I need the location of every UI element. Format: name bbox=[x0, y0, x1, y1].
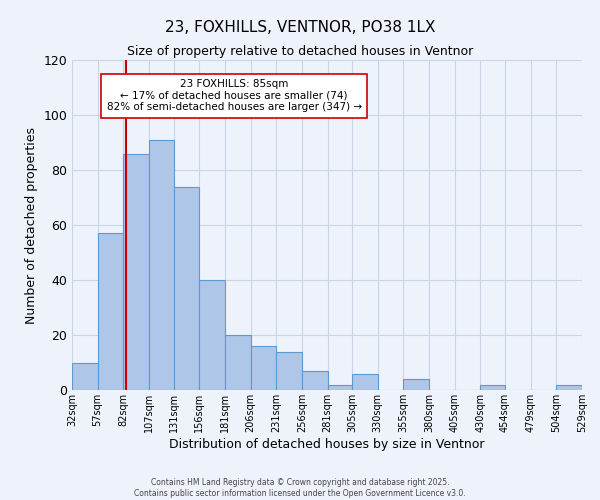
Bar bbox=[225, 335, 251, 390]
Bar bbox=[556, 384, 582, 390]
Y-axis label: Number of detached properties: Number of detached properties bbox=[25, 126, 38, 324]
Bar bbox=[302, 371, 328, 390]
Text: 23, FOXHILLS, VENTNOR, PO38 1LX: 23, FOXHILLS, VENTNOR, PO38 1LX bbox=[165, 20, 435, 35]
Bar bbox=[124, 154, 149, 390]
Bar bbox=[276, 352, 302, 390]
Bar bbox=[173, 186, 199, 390]
Bar bbox=[72, 362, 98, 390]
Bar bbox=[149, 140, 173, 390]
Text: 23 FOXHILLS: 85sqm
← 17% of detached houses are smaller (74)
82% of semi-detache: 23 FOXHILLS: 85sqm ← 17% of detached hou… bbox=[107, 79, 362, 112]
Bar bbox=[98, 233, 124, 390]
Bar bbox=[251, 346, 276, 390]
Bar bbox=[199, 280, 225, 390]
Bar bbox=[352, 374, 378, 390]
Text: Size of property relative to detached houses in Ventnor: Size of property relative to detached ho… bbox=[127, 45, 473, 58]
X-axis label: Distribution of detached houses by size in Ventnor: Distribution of detached houses by size … bbox=[169, 438, 485, 450]
Bar bbox=[481, 384, 505, 390]
Bar bbox=[328, 384, 352, 390]
Bar bbox=[403, 379, 429, 390]
Text: Contains HM Land Registry data © Crown copyright and database right 2025.
Contai: Contains HM Land Registry data © Crown c… bbox=[134, 478, 466, 498]
